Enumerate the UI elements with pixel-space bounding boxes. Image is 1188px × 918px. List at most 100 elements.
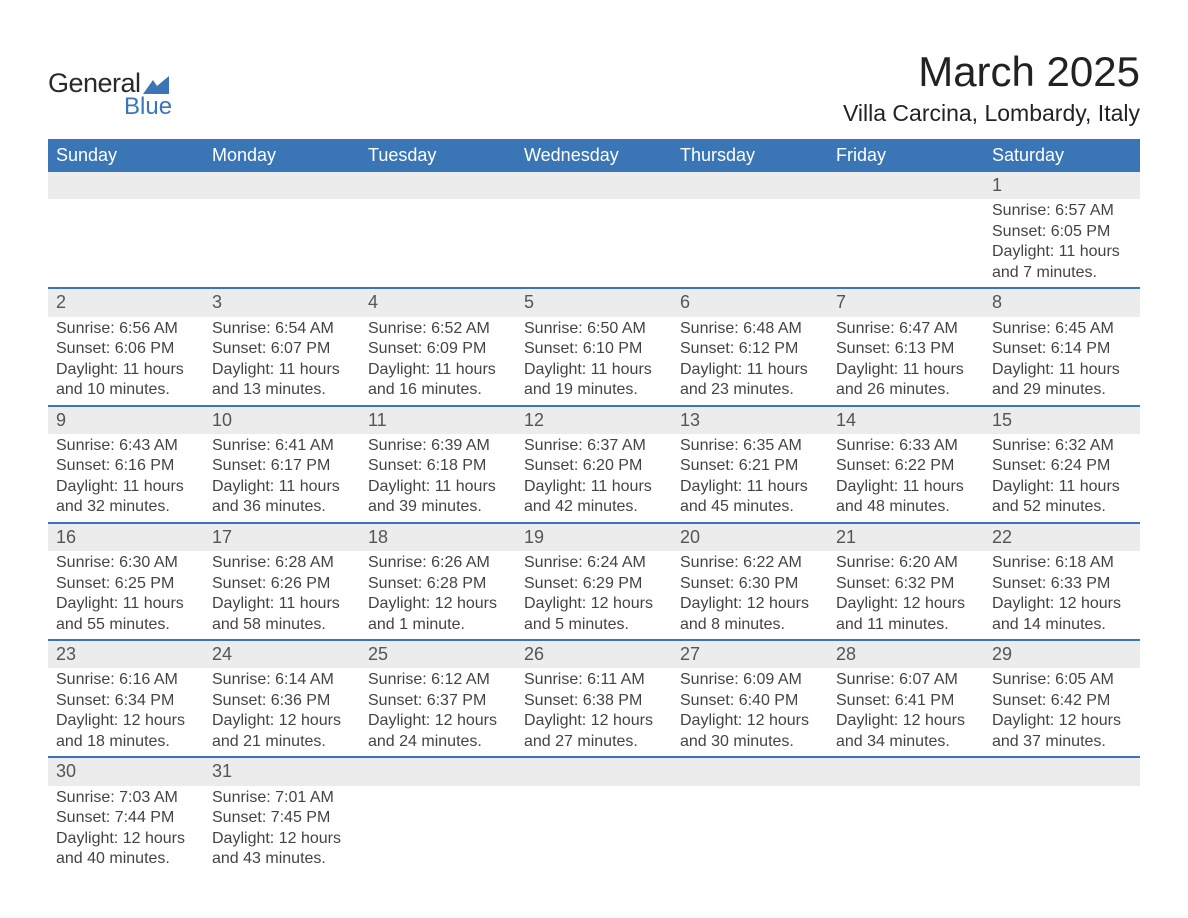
daylight-line: Daylight: 11 hours and 36 minutes. [212,477,352,518]
sunrise-line: Sunrise: 6:54 AM [212,319,352,339]
sunset-line: Sunset: 6:40 PM [680,691,820,711]
sunrise-line: Sunrise: 6:48 AM [680,319,820,339]
logo: General Blue [48,48,172,121]
day-number: 8 [984,289,1140,316]
day-number [828,758,984,785]
sunset-line: Sunset: 6:38 PM [524,691,664,711]
day-body: Sunrise: 6:47 AMSunset: 6:13 PMDaylight:… [828,317,984,405]
sunrise-line: Sunrise: 6:33 AM [836,436,976,456]
day-body: Sunrise: 6:52 AMSunset: 6:09 PMDaylight:… [360,317,516,405]
day-number: 11 [360,407,516,434]
daylight-line: Daylight: 12 hours and 34 minutes. [836,711,976,752]
sunrise-line: Sunrise: 6:26 AM [368,553,508,573]
day-cell: 7Sunrise: 6:47 AMSunset: 6:13 PMDaylight… [828,288,984,405]
day-cell: 29Sunrise: 6:05 AMSunset: 6:42 PMDayligh… [984,640,1140,757]
day-number: 25 [360,641,516,668]
sunset-line: Sunset: 6:18 PM [368,456,508,476]
daylight-line: Daylight: 12 hours and 11 minutes. [836,594,976,635]
day-body [360,786,516,812]
day-number: 31 [204,758,360,785]
daylight-line: Daylight: 12 hours and 27 minutes. [524,711,664,752]
daylight-line: Daylight: 12 hours and 14 minutes. [992,594,1132,635]
day-number [360,172,516,199]
day-number [672,758,828,785]
day-body [204,199,360,225]
sunrise-line: Sunrise: 6:32 AM [992,436,1132,456]
sunrise-line: Sunrise: 7:03 AM [56,788,196,808]
daylight-line: Daylight: 12 hours and 37 minutes. [992,711,1132,752]
daylight-line: Daylight: 11 hours and 48 minutes. [836,477,976,518]
daylight-line: Daylight: 12 hours and 43 minutes. [212,829,352,870]
day-number: 17 [204,524,360,551]
day-cell: 27Sunrise: 6:09 AMSunset: 6:40 PMDayligh… [672,640,828,757]
day-body: Sunrise: 6:37 AMSunset: 6:20 PMDaylight:… [516,434,672,522]
day-body: Sunrise: 6:26 AMSunset: 6:28 PMDaylight:… [360,551,516,639]
day-number [828,172,984,199]
day-cell [48,172,204,288]
daylight-line: Daylight: 11 hours and 45 minutes. [680,477,820,518]
day-body: Sunrise: 7:03 AMSunset: 7:44 PMDaylight:… [48,786,204,874]
sunset-line: Sunset: 6:25 PM [56,574,196,594]
day-cell: 13Sunrise: 6:35 AMSunset: 6:21 PMDayligh… [672,406,828,523]
day-body [48,199,204,225]
day-body: Sunrise: 6:39 AMSunset: 6:18 PMDaylight:… [360,434,516,522]
daylight-line: Daylight: 11 hours and 13 minutes. [212,360,352,401]
sunrise-line: Sunrise: 6:50 AM [524,319,664,339]
daylight-line: Daylight: 11 hours and 16 minutes. [368,360,508,401]
day-body: Sunrise: 6:54 AMSunset: 6:07 PMDaylight:… [204,317,360,405]
daylight-line: Daylight: 12 hours and 8 minutes. [680,594,820,635]
location-subtitle: Villa Carcina, Lombardy, Italy [843,100,1140,127]
daylight-line: Daylight: 11 hours and 55 minutes. [56,594,196,635]
day-body: Sunrise: 6:50 AMSunset: 6:10 PMDaylight:… [516,317,672,405]
day-number: 2 [48,289,204,316]
sunset-line: Sunset: 6:12 PM [680,339,820,359]
day-cell: 3Sunrise: 6:54 AMSunset: 6:07 PMDaylight… [204,288,360,405]
day-body: Sunrise: 6:43 AMSunset: 6:16 PMDaylight:… [48,434,204,522]
day-number [984,758,1140,785]
day-body: Sunrise: 6:11 AMSunset: 6:38 PMDaylight:… [516,668,672,756]
calendar-head: SundayMondayTuesdayWednesdayThursdayFrid… [48,139,1140,172]
day-cell: 15Sunrise: 6:32 AMSunset: 6:24 PMDayligh… [984,406,1140,523]
day-body: Sunrise: 6:24 AMSunset: 6:29 PMDaylight:… [516,551,672,639]
day-body: Sunrise: 6:41 AMSunset: 6:17 PMDaylight:… [204,434,360,522]
day-cell: 23Sunrise: 6:16 AMSunset: 6:34 PMDayligh… [48,640,204,757]
day-number: 24 [204,641,360,668]
sunset-line: Sunset: 6:16 PM [56,456,196,476]
daylight-line: Daylight: 11 hours and 19 minutes. [524,360,664,401]
day-number: 30 [48,758,204,785]
day-number: 15 [984,407,1140,434]
week-row: 23Sunrise: 6:16 AMSunset: 6:34 PMDayligh… [48,640,1140,757]
day-body: Sunrise: 6:18 AMSunset: 6:33 PMDaylight:… [984,551,1140,639]
day-cell [984,757,1140,873]
sunset-line: Sunset: 6:33 PM [992,574,1132,594]
daylight-line: Daylight: 12 hours and 30 minutes. [680,711,820,752]
daylight-line: Daylight: 11 hours and 39 minutes. [368,477,508,518]
day-number: 29 [984,641,1140,668]
daylight-line: Daylight: 12 hours and 1 minute. [368,594,508,635]
sunrise-line: Sunrise: 6:30 AM [56,553,196,573]
daylight-line: Daylight: 11 hours and 42 minutes. [524,477,664,518]
sunrise-line: Sunrise: 6:20 AM [836,553,976,573]
sunrise-line: Sunrise: 6:28 AM [212,553,352,573]
sunset-line: Sunset: 6:06 PM [56,339,196,359]
day-number: 28 [828,641,984,668]
sunset-line: Sunset: 6:10 PM [524,339,664,359]
day-number: 10 [204,407,360,434]
day-number: 22 [984,524,1140,551]
day-body: Sunrise: 6:56 AMSunset: 6:06 PMDaylight:… [48,317,204,405]
day-header: Sunday [48,139,204,172]
day-cell: 5Sunrise: 6:50 AMSunset: 6:10 PMDaylight… [516,288,672,405]
day-body [828,199,984,225]
sunrise-line: Sunrise: 6:52 AM [368,319,508,339]
sunrise-line: Sunrise: 6:47 AM [836,319,976,339]
day-cell [828,172,984,288]
sunrise-line: Sunrise: 6:45 AM [992,319,1132,339]
day-body: Sunrise: 6:16 AMSunset: 6:34 PMDaylight:… [48,668,204,756]
sunset-line: Sunset: 6:09 PM [368,339,508,359]
day-body [360,199,516,225]
daylight-line: Daylight: 12 hours and 24 minutes. [368,711,508,752]
sunrise-line: Sunrise: 6:57 AM [992,201,1132,221]
day-number: 16 [48,524,204,551]
sunrise-line: Sunrise: 6:37 AM [524,436,664,456]
day-number [204,172,360,199]
